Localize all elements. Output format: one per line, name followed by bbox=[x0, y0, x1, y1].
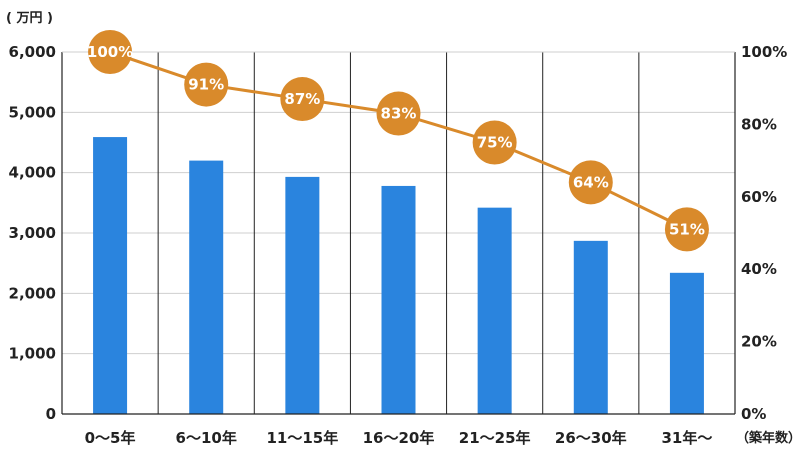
bar bbox=[669, 272, 704, 414]
data-label: 100% bbox=[87, 43, 133, 61]
data-label: 51% bbox=[669, 220, 705, 238]
x-tick-label: 16～20年 bbox=[363, 429, 435, 447]
y-tick-label: 2,000 bbox=[9, 284, 56, 302]
bar bbox=[285, 176, 320, 414]
y-tick-label: 5,000 bbox=[9, 103, 56, 121]
bar bbox=[189, 160, 224, 414]
x-tick-label: 0～5年 bbox=[85, 429, 136, 447]
y2-tick-label: 0% bbox=[741, 405, 766, 423]
right-axis-unit: （築年数） bbox=[736, 430, 800, 446]
y-tick-label: 1,000 bbox=[9, 345, 56, 363]
data-label: 87% bbox=[284, 90, 320, 108]
chart-axes bbox=[61, 51, 736, 415]
bar bbox=[93, 137, 128, 414]
y2-tick-label: 60% bbox=[741, 188, 777, 206]
line-marker bbox=[88, 30, 133, 74]
line-marker bbox=[184, 62, 229, 107]
line-marker bbox=[664, 207, 709, 252]
y2-tick-label: 20% bbox=[741, 333, 777, 351]
y2-tick-label: 40% bbox=[741, 260, 777, 278]
bar bbox=[573, 240, 608, 414]
y2-tick-label: 100% bbox=[741, 43, 787, 61]
line-series: 100% 91% 87% 83% 75% 64% 51% bbox=[87, 30, 709, 252]
line-marker bbox=[472, 120, 517, 165]
left-axis-unit: ( 万円 ) bbox=[6, 11, 53, 26]
bar bbox=[381, 185, 416, 414]
data-label: 91% bbox=[188, 76, 224, 94]
line-marker bbox=[376, 91, 421, 136]
y-tick-label: 4,000 bbox=[9, 164, 56, 182]
bar bbox=[477, 207, 512, 414]
x-tick-label: 21～25年 bbox=[459, 429, 531, 447]
data-label: 64% bbox=[573, 173, 609, 191]
x-tick-label: 26～30年 bbox=[555, 429, 627, 447]
x-tick-label: 6～10年 bbox=[176, 429, 237, 447]
data-label: 75% bbox=[477, 134, 513, 152]
y-tick-label: 0 bbox=[46, 405, 56, 423]
y-tick-label: 3,000 bbox=[9, 224, 56, 242]
y2-tick-label: 80% bbox=[741, 115, 777, 133]
line-marker bbox=[280, 77, 325, 122]
x-tick-label: 31年～ bbox=[661, 429, 712, 447]
y-tick-label: 6,000 bbox=[9, 43, 56, 61]
data-label: 83% bbox=[381, 105, 417, 123]
tick-labels: 0 1,000 2,000 3,000 4,000 5,000 6,000 0% 20% 40% 6… bbox=[9, 43, 788, 447]
line-marker bbox=[568, 160, 613, 205]
bar-series bbox=[93, 137, 704, 414]
x-tick-label: 11～15年 bbox=[266, 429, 338, 447]
